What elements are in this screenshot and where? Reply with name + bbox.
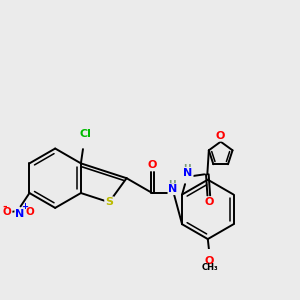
Text: O: O [26,207,34,217]
Text: O: O [216,131,225,141]
Text: -: - [2,202,7,212]
Text: O: O [205,256,214,266]
Text: N: N [183,168,193,178]
Text: Cl: Cl [80,129,91,139]
Text: H: H [183,164,190,173]
Text: S: S [105,197,113,207]
Text: O: O [204,197,214,207]
Text: +: + [21,202,28,211]
Text: CH₃: CH₃ [202,263,218,272]
Text: O: O [148,160,157,170]
Text: O: O [3,207,12,217]
Text: H: H [168,180,176,189]
Text: N: N [168,184,178,194]
Text: N: N [15,209,25,219]
